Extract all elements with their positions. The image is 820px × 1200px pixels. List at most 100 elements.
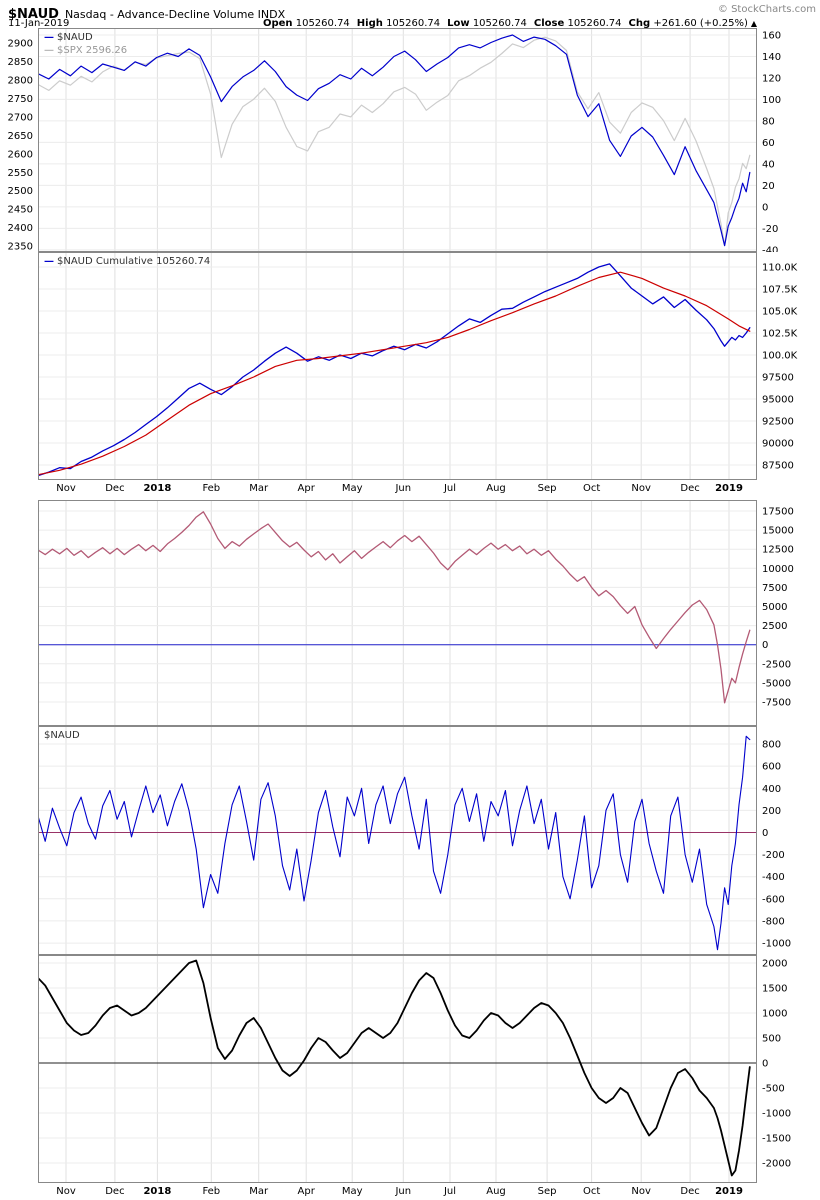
chart-canvas-breadth-indicator: 17500 15000 12500 10000 7500 5000 2500 0 -2500 -5…	[38, 500, 794, 726]
axis-tick-label: 1500	[762, 984, 787, 995]
open-label: Open	[262, 18, 293, 29]
legend-entry: $NAUD	[44, 730, 80, 742]
axis-tick-label: 97500	[762, 373, 794, 384]
axis-tick-label: 2850	[8, 57, 33, 68]
x-axis-month-label: Nov	[631, 483, 651, 494]
axis-tick-label: -5000	[762, 678, 791, 689]
x-axis-month-label: Oct	[582, 1186, 601, 1197]
axis-tick-label: 2750	[8, 94, 33, 105]
chart-canvas-daily-oscillator: 800 600 400 200 0 -200 -400 -600 -800 -1000	[38, 726, 791, 955]
panel-breadth-indicator: 17500 15000 12500 10000 7500 5000 2500 0 -2500 -5…	[0, 500, 820, 726]
axis-tick-label: 92500	[762, 417, 794, 428]
axis-tick-label: -600	[762, 894, 785, 905]
panel-smoothed-oscillator: 2000 1500 1000 500 0 -500 -1000 -1500 -2000	[0, 955, 820, 1183]
series--naud-daily	[38, 735, 751, 951]
axis-tick-label: 2900	[8, 39, 33, 50]
axis-tick-label: 95000	[762, 395, 794, 406]
legend-line-swatch: —	[44, 32, 54, 43]
x-axis-month-label: Dec	[680, 483, 700, 494]
legend-label: $NAUD	[44, 730, 80, 741]
series--naud	[38, 34, 751, 247]
chart-canvas-cumulative: 110.0K 107.5K 105.0K 102.5K 100.0K 97500 95000…	[38, 252, 798, 480]
legend-entry: — $NAUD	[44, 32, 93, 44]
axis-tick-label: -20	[762, 224, 778, 235]
axis-tick-label: 2800	[8, 76, 33, 87]
legend-label: $NAUD Cumulative 105260.74	[57, 256, 211, 267]
legend-line-swatch: —	[44, 256, 54, 267]
axis-tick-label: 10000	[762, 564, 794, 575]
x-axis-month-label: Jul	[443, 1186, 457, 1197]
axis-tick-label: 2700	[8, 112, 33, 123]
x-axis-bottom: Nov Dec 2018 Feb Mar Apr May Jun Jul Aug Sep Oct Nov…	[0, 1183, 820, 1200]
axis-tick-label: 110.0K	[762, 263, 798, 274]
axis-tick-label: 2550	[8, 168, 33, 179]
axis-tick-label: -200	[762, 850, 785, 861]
axis-tick-label: 0	[762, 828, 768, 839]
axis-tick-label: 17500	[762, 507, 794, 518]
x-axis-month-label: 2018	[143, 483, 172, 494]
x-axis-month-label: Dec	[680, 1186, 700, 1197]
x-axis-month-label: 2019	[715, 483, 743, 494]
symbol: $NAUD	[8, 7, 59, 22]
legend-entry: — $SPX 2596.26	[44, 45, 127, 57]
axis-tick-label: 0	[762, 202, 768, 213]
axis-tick-label: 2600	[8, 149, 33, 160]
axis-tick-label: -2000	[762, 1159, 791, 1170]
axis-tick-label: 90000	[762, 439, 794, 450]
x-axis-month-label: Feb	[202, 483, 221, 494]
up-arrow-icon: ▲	[750, 19, 757, 28]
axis-tick-label: 2500	[8, 186, 33, 197]
x-axis-month-label: Jun	[395, 483, 412, 494]
axis-tick-label: 400	[762, 784, 781, 795]
series-smoothed	[38, 959, 751, 1177]
series--spx	[38, 36, 751, 247]
chart-header: $NAUD Nasdaq - Advance-Decline Volume IND…	[8, 3, 816, 22]
axis-tick-label: 2500	[762, 621, 787, 632]
chart-canvas-price-overlay: 160 140 120 100 80 60 40 20 0 -20 -40 2900 2850 2800 2…	[8, 28, 781, 252]
axis-tick-label: 200	[762, 806, 781, 817]
x-axis-month-label: Sep	[537, 1186, 557, 1197]
series-ema	[38, 271, 751, 476]
legend-line-swatch: —	[44, 45, 54, 56]
chart-date: 11-Jan-2019	[8, 18, 70, 29]
axis-tick-label: 87500	[762, 461, 794, 472]
x-axis-month-label: Feb	[202, 1186, 221, 1197]
axis-tick-label: 15000	[762, 526, 794, 537]
axis-tick-label: 160	[762, 31, 781, 42]
copyright: © StockCharts.com	[717, 4, 816, 15]
axis-tick-label: 100.0K	[762, 351, 798, 362]
x-axis-month-label: Jul	[443, 483, 457, 494]
axis-tick-label: 60	[762, 138, 775, 149]
axis-tick-label: 0	[762, 1059, 768, 1070]
series--naud-cumulative	[38, 263, 751, 477]
x-axis-month-label: Apr	[297, 483, 315, 494]
x-axis-month-label: Jun	[395, 1186, 412, 1197]
axis-tick-label: 1000	[762, 1009, 787, 1020]
open-value: 105260.74	[295, 18, 350, 29]
panel-cumulative: 110.0K 107.5K 105.0K 102.5K 100.0K 97500 95000…	[0, 252, 820, 480]
x-axis-month-label: Apr	[297, 1186, 315, 1197]
x-axis-month-label: May	[341, 483, 363, 494]
axis-tick-label: 100	[762, 95, 781, 106]
axis-tick-label: 80	[762, 116, 775, 127]
axis-tick-label: 2450	[8, 205, 33, 216]
axis-tick-label: 600	[762, 762, 781, 773]
low-value: 105260.74	[472, 18, 527, 29]
axis-tick-label: 102.5K	[762, 329, 798, 340]
axis-tick-label: -2500	[762, 659, 791, 670]
close-label: Close	[533, 18, 565, 29]
x-axis-month-label: Mar	[249, 1186, 269, 1197]
axis-tick-label: 5000	[762, 602, 787, 613]
axis-tick-label: 500	[762, 1034, 781, 1045]
x-axis-month-label: May	[341, 1186, 363, 1197]
close-value: 105260.74	[567, 18, 622, 29]
axis-tick-label: 105.0K	[762, 307, 798, 318]
x-axis-top: Nov Dec 2018 Feb Mar Apr May Jun Jul Aug Sep Oct Nov…	[0, 480, 820, 500]
high-value: 105260.74	[386, 18, 441, 29]
chart-canvas-smoothed-oscillator: 2000 1500 1000 500 0 -500 -1000 -1500 -2000	[38, 955, 791, 1183]
axis-tick-label: 2400	[8, 223, 33, 234]
axis-tick-label: -500	[762, 1084, 785, 1095]
x-axis-month-label: Aug	[486, 1186, 506, 1197]
axis-tick-label: 2000	[762, 959, 787, 970]
